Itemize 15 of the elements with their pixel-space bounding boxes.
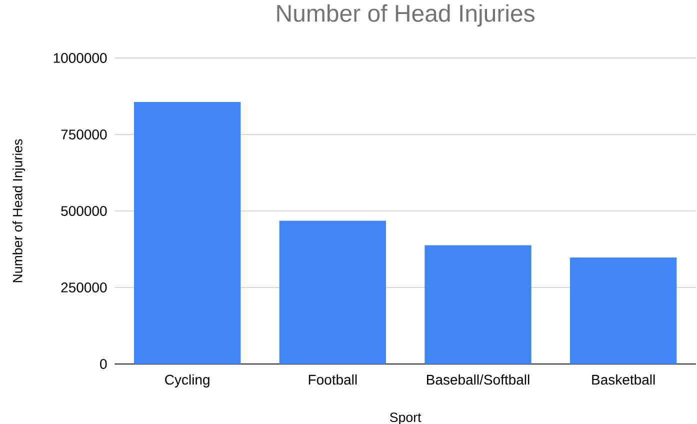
chart-title: Number of Head Injuries [277,4,534,27]
x-tick-label: Baseball/Softball [427,374,530,385]
bar [570,258,677,364]
x-tick-label: Cycling [165,374,210,388]
bar [424,245,532,364]
y-tick-label: 0 [100,359,107,369]
y-axis-title: Number of Head Injuries [12,139,25,282]
y-tick-label: 750000 [61,130,107,140]
x-tick-label: Football [308,374,357,385]
y-tick-label: 250000 [61,282,107,292]
y-tick-label: 500000 [61,206,107,216]
y-tick-label: 1000000 [54,53,107,63]
bar [279,220,386,364]
bar [134,102,241,364]
x-tick-label: Basketball [592,374,655,385]
